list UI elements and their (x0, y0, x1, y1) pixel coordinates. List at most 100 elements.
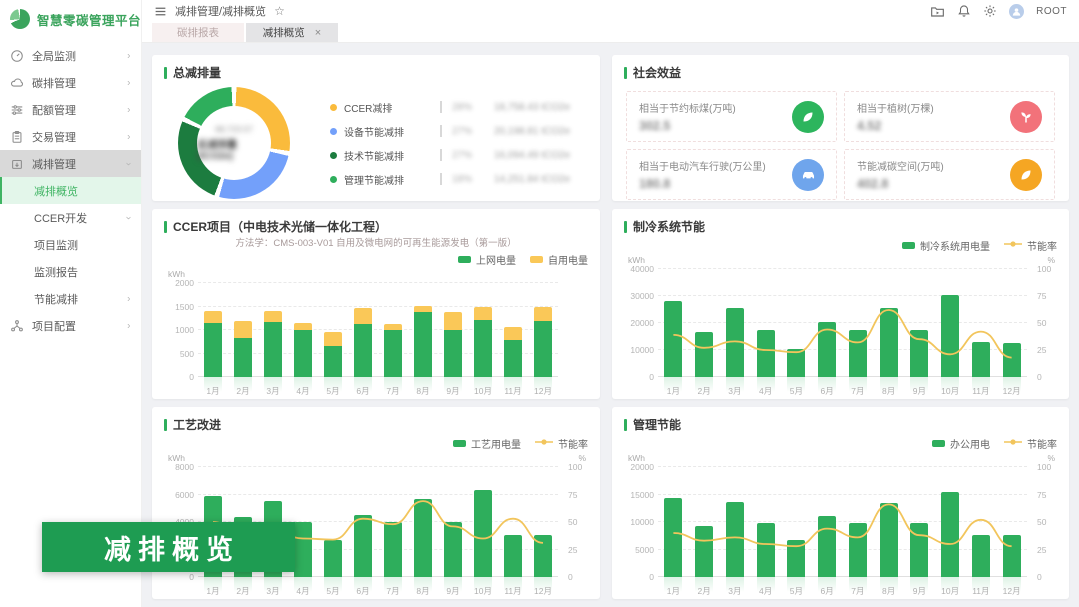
bar-reflection (848, 377, 867, 392)
legend-item-0[interactable]: 制冷系统用电量 (902, 238, 990, 253)
sidebar-item-6[interactable]: CCER开发 › (0, 204, 141, 231)
legend-item-1[interactable]: 自用电量 (530, 252, 588, 267)
bar[interactable] (941, 269, 960, 377)
bar[interactable] (504, 283, 522, 377)
gear-icon[interactable] (983, 4, 997, 18)
bar[interactable] (444, 467, 462, 577)
x-axis: 1月 2月 3月 4月 5月 6月 7月 8月 9月 10月 11月 12月 (658, 379, 1027, 397)
bar[interactable] (354, 467, 372, 577)
bar[interactable] (414, 283, 432, 377)
bar[interactable] (474, 283, 492, 377)
bar[interactable] (725, 269, 744, 377)
legend-item-0[interactable]: 办公用电 (932, 436, 990, 451)
legend-item-1[interactable]: 节能率 (1004, 436, 1057, 451)
panel-cooling-saving: 制冷系统节能 kWh 制冷系统用电量 节能率 % 0 10000 20000 30000… (612, 209, 1069, 399)
bar[interactable] (664, 269, 683, 377)
bar[interactable] (695, 269, 714, 377)
bar[interactable] (818, 269, 837, 377)
bell-icon[interactable] (957, 4, 971, 18)
bar-reflection (664, 577, 683, 592)
tab-0[interactable]: 碳排报表 (152, 23, 244, 42)
bar[interactable] (787, 467, 806, 577)
sidebar-item-5[interactable]: 减排概览 (0, 177, 141, 204)
bar[interactable] (1002, 467, 1021, 577)
bar[interactable] (756, 269, 775, 377)
bar[interactable] (725, 467, 744, 577)
bar[interactable] (444, 283, 462, 377)
tab-1[interactable]: 减排概览 × (246, 23, 338, 42)
bar[interactable] (294, 283, 312, 377)
bar[interactable] (695, 467, 714, 577)
donut-chart[interactable]: 68,723.57 总减排量(tCO2e) (178, 87, 290, 199)
bar[interactable] (848, 269, 867, 377)
bar[interactable] (756, 467, 775, 577)
bar[interactable] (384, 283, 402, 377)
legend-item-1[interactable]: 节能率 (535, 436, 588, 451)
chart-subtitle: 方法学：CMS-003-V01 自用及微电网的可再生能源发电（第一版） (235, 238, 517, 249)
bar-segment-制冷系统用电量 (695, 332, 714, 377)
bar[interactable] (971, 467, 990, 577)
bar[interactable] (264, 283, 282, 377)
bar[interactable] (787, 269, 806, 377)
sidebar-item-label: 减排概览 (34, 185, 78, 198)
bar[interactable] (664, 467, 683, 577)
bar[interactable] (204, 283, 222, 377)
avatar[interactable] (1009, 3, 1025, 19)
sidebar-item-3[interactable]: 交易管理 › (0, 123, 141, 150)
x-tick-label: 5月 (326, 586, 340, 596)
bar[interactable] (324, 283, 342, 377)
folder-media-icon[interactable] (930, 4, 945, 19)
bar[interactable] (818, 467, 837, 577)
chart-area[interactable]: 0 5000 10000 15000 20000 0 25 50 75 100 1月 2月 3月 4月 5月… (612, 461, 1069, 597)
bars-layer (658, 467, 1027, 592)
y-axis-unit: kWh (168, 269, 185, 279)
chart-area[interactable]: 0 500 1000 1500 2000 1月 2月 3月 4月 5月 6月 7月 8月 9月 10月 11月… (152, 277, 600, 397)
bar[interactable] (879, 269, 898, 377)
bar[interactable] (941, 467, 960, 577)
legend-label: 管理节能减排 (344, 175, 404, 187)
x-tick-label: 12月 (534, 586, 552, 596)
legend-item-0[interactable]: 工艺用电量 (453, 436, 521, 451)
sidebar-item-7[interactable]: 项目监测 (0, 231, 141, 258)
sidebar-item-8[interactable]: 监测报告 (0, 258, 141, 285)
sidebar-item-4[interactable]: 减排管理 › (0, 150, 141, 177)
sidebar-item-1[interactable]: 碳排管理 › (0, 69, 141, 96)
bar-reflection (941, 377, 960, 392)
favorite-star-icon[interactable]: ☆ (274, 4, 285, 18)
bar[interactable] (234, 283, 252, 377)
username[interactable]: ROOT (1036, 5, 1067, 17)
bar[interactable] (384, 467, 402, 577)
sidebar-item-9[interactable]: 节能减排 › (0, 285, 141, 312)
bar[interactable] (879, 467, 898, 577)
gridline (658, 376, 1027, 377)
collapse-menu-icon[interactable] (154, 5, 167, 18)
bar[interactable] (848, 467, 867, 577)
sidebar-item-2[interactable]: 配额管理 › (0, 96, 141, 123)
bar[interactable] (414, 467, 432, 577)
sidebar-item-10[interactable]: 项目配置 › (0, 312, 141, 339)
bar[interactable] (474, 467, 492, 577)
legend-item-0[interactable]: 上网电量 (458, 252, 516, 267)
bar[interactable] (910, 269, 929, 377)
bar[interactable] (971, 269, 990, 377)
social-card-value: 302.5 (639, 119, 671, 133)
close-icon[interactable]: × (314, 26, 322, 39)
bar[interactable] (294, 467, 312, 577)
legend-value: 14,251.84 tCO2e (494, 173, 571, 185)
bar[interactable] (534, 467, 552, 577)
chart-area[interactable]: 0 10000 20000 30000 40000 0 25 50 75 100 1月 2月 3月 4月 5… (612, 263, 1069, 397)
sidebar-item-0[interactable]: 全局监测 › (0, 42, 141, 69)
bar[interactable] (1002, 269, 1021, 377)
bar[interactable] (504, 467, 522, 577)
bar-reflection (695, 377, 714, 392)
bar-slot (528, 283, 558, 392)
bar[interactable] (354, 283, 372, 377)
social-card-label: 相当于植树(万棵) (857, 104, 934, 115)
legend-item-1[interactable]: 节能率 (1004, 238, 1057, 253)
x-tick-label: 9月 (446, 386, 460, 396)
bar[interactable] (534, 283, 552, 377)
chart-head: kWh 办公用电 节能率 % (612, 435, 1069, 463)
bar[interactable] (910, 467, 929, 577)
x-tick-label: 6月 (820, 386, 834, 396)
bar[interactable] (324, 467, 342, 577)
